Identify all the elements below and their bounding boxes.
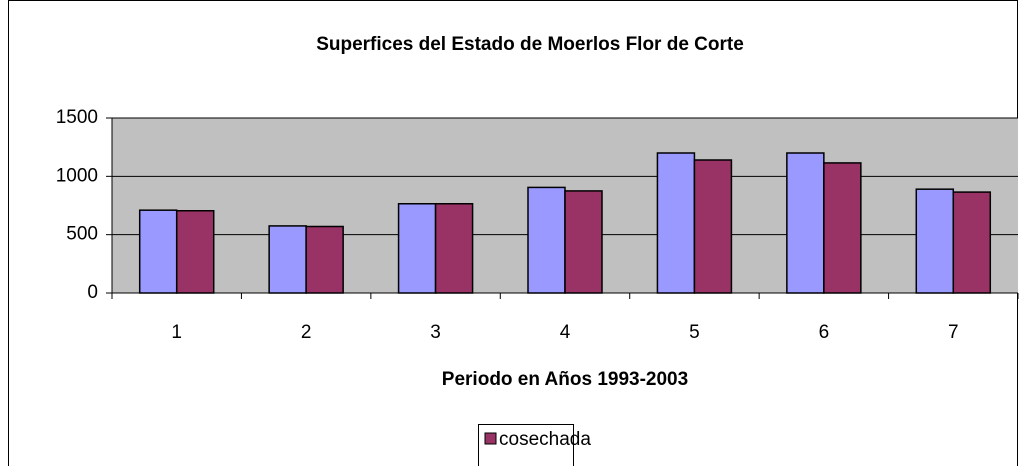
bar (138, 209, 178, 294)
y-tick-label: 1000 (56, 165, 98, 186)
bar (527, 186, 566, 294)
bar (693, 159, 733, 294)
bar (397, 203, 437, 294)
bar (434, 203, 474, 294)
y-tick-label: 500 (66, 224, 98, 245)
x-tick-label: 6 (819, 322, 830, 343)
x-tick-label: 1 (171, 322, 182, 343)
bar (175, 210, 215, 294)
bar (915, 188, 955, 294)
x-tick-label: 4 (560, 322, 571, 343)
x-tick-label: 5 (689, 322, 700, 343)
chart-title: Superfices del Estado de Moerlos Flor de… (316, 34, 744, 55)
legend-swatch (484, 432, 497, 445)
bar (564, 190, 603, 294)
bar (305, 225, 344, 294)
bar (268, 225, 307, 294)
y-tick-label: 0 (87, 282, 98, 303)
bar (823, 162, 862, 294)
y-tick-label: 1500 (56, 107, 98, 128)
bar (786, 152, 825, 294)
x-tick-label: 3 (430, 322, 441, 343)
x-tick-label: 2 (301, 322, 312, 343)
x-axis-title: Periodo en Años 1993-2003 (442, 369, 688, 390)
legend-label: cosechada (499, 429, 591, 450)
legend (478, 424, 574, 466)
x-tick-label: 7 (948, 322, 959, 343)
bar (952, 191, 992, 294)
bar (656, 152, 696, 294)
